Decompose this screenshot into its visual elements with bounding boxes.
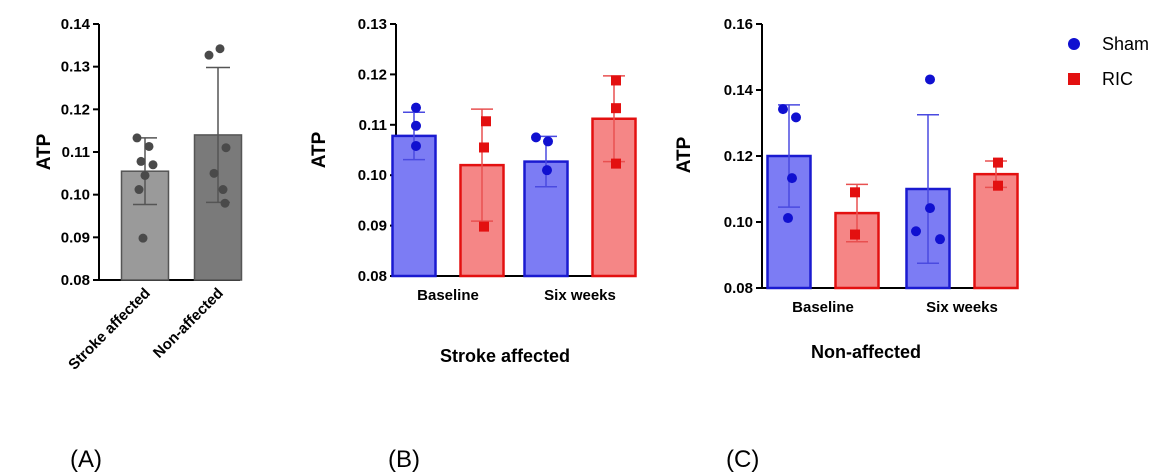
data-point-sham xyxy=(542,165,552,176)
y-tick-label: 0.11 xyxy=(62,144,90,161)
data-point xyxy=(215,44,225,54)
y-axis-label: ATP xyxy=(34,133,55,170)
panel-c-chart: 0.08 0.10 0.12 0.14 0.16 ATP (C) Non-affected Ba… xyxy=(674,16,1019,473)
y-axis-label: ATP xyxy=(674,136,695,173)
y-tick-label: 0.11 xyxy=(359,117,387,134)
data-point-ric xyxy=(479,221,489,232)
y-tick-label: 0.10 xyxy=(61,187,90,204)
y-axis-label: ATP xyxy=(309,131,330,168)
panel-a-chart: 0.08 0.09 0.10 0.11 0.12 0.13 0.14 ATP (A) Stroke… xyxy=(34,16,243,473)
legend-sham-marker xyxy=(1068,38,1080,50)
data-point-ric xyxy=(850,187,860,198)
y-tick-label: 0.10 xyxy=(724,214,753,231)
data-point-ric xyxy=(479,142,489,153)
legend-ric-marker xyxy=(1068,73,1080,85)
data-point-ric xyxy=(850,229,860,240)
x-axis-title: Stroke affected xyxy=(440,346,570,366)
data-point xyxy=(220,198,230,208)
legend-label-sham: Sham xyxy=(1102,34,1149,54)
y-tick-label: 0.12 xyxy=(61,101,90,118)
data-point-ric xyxy=(481,116,491,127)
x-axis-title: Non-affected xyxy=(811,342,921,362)
data-point-ric xyxy=(611,158,621,169)
x-tick-label: Non-affected xyxy=(150,285,227,362)
panel-label: (A) xyxy=(70,446,102,473)
y-tick-label: 0.13 xyxy=(358,16,387,33)
data-point-ric xyxy=(993,180,1003,191)
data-point xyxy=(140,170,150,180)
data-point-sham xyxy=(791,112,801,123)
data-point-sham xyxy=(531,132,541,143)
panel-label: (B) xyxy=(388,446,420,473)
x-tick-label: Six weeks xyxy=(544,287,616,304)
data-point xyxy=(204,50,214,60)
legend-label-ric: RIC xyxy=(1102,69,1133,89)
data-point xyxy=(144,141,154,151)
y-tick-label: 0.09 xyxy=(61,229,90,246)
data-point xyxy=(136,156,146,166)
data-point xyxy=(221,143,231,153)
x-tick-label: Baseline xyxy=(792,299,854,316)
data-point xyxy=(218,185,228,195)
data-point-sham xyxy=(783,213,793,224)
data-point-sham xyxy=(411,140,421,151)
y-tick-label: 0.10 xyxy=(358,167,387,184)
data-point xyxy=(138,233,148,243)
data-point-sham xyxy=(411,102,421,113)
data-point-ric xyxy=(611,103,621,114)
y-tick-label: 0.12 xyxy=(358,66,387,83)
y-tick-label: 0.13 xyxy=(61,59,90,76)
data-point-sham xyxy=(543,136,553,147)
y-tick-label: 0.09 xyxy=(358,218,387,235)
data-point-sham xyxy=(911,226,921,237)
data-point-ric xyxy=(611,75,621,86)
data-point-ric xyxy=(993,157,1003,168)
x-tick-label: Stroke affected xyxy=(65,285,154,374)
y-tick-label: 0.08 xyxy=(358,268,387,285)
y-tick-label: 0.08 xyxy=(61,272,90,289)
bar-ric-six-weeks xyxy=(973,172,1019,290)
data-point-sham xyxy=(778,104,788,115)
data-point-sham xyxy=(925,74,935,85)
legend: Sham RIC xyxy=(1068,34,1149,89)
data-point xyxy=(132,133,142,143)
y-tick-label: 0.08 xyxy=(724,280,753,297)
y-tick-label: 0.14 xyxy=(724,82,754,99)
panel-label: (C) xyxy=(726,446,759,473)
data-point-sham xyxy=(787,173,797,184)
y-tick-label: 0.14 xyxy=(61,16,91,33)
x-tick-label: Baseline xyxy=(417,287,479,304)
data-point xyxy=(148,160,158,170)
data-point-sham xyxy=(935,234,945,245)
y-tick-label: 0.12 xyxy=(724,148,753,165)
data-point xyxy=(134,185,144,195)
x-tick-label: Six weeks xyxy=(926,299,998,316)
data-point-sham xyxy=(925,203,935,214)
y-tick-label: 0.16 xyxy=(724,16,753,33)
data-point-sham xyxy=(411,120,421,131)
data-point xyxy=(209,168,219,178)
panel-b-chart: 0.08 0.09 0.10 0.11 0.12 0.13 ATP (B) Stroke aff… xyxy=(309,16,637,473)
